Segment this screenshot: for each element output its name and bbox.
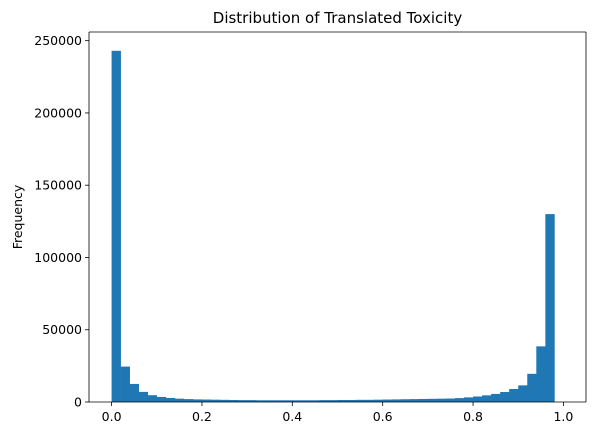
histogram-bar — [436, 398, 447, 402]
histogram-bar — [373, 399, 383, 402]
histogram-bar — [138, 391, 149, 402]
histogram-bar — [201, 399, 212, 402]
histogram-bar — [229, 399, 239, 402]
histogram-bar — [364, 399, 374, 402]
histogram-bar — [292, 400, 302, 402]
histogram-bar — [400, 399, 411, 402]
histogram-bar — [445, 398, 456, 402]
x-axis-ticks: 0.0 0.2 0.4 0.6 0.8 1.0 — [102, 402, 573, 424]
plot-area: 0.0 0.2 0.4 0.6 0.8 1.0 0 50000 100000 150000 200… — [34, 31, 587, 424]
histogram-bar — [391, 399, 402, 402]
y-tick-label: 200000 — [34, 105, 82, 120]
histogram-bars — [111, 50, 555, 403]
histogram-bar — [283, 400, 293, 402]
histogram-bar — [500, 392, 510, 402]
y-tick-label: 100000 — [34, 250, 82, 265]
histogram-bar — [256, 400, 266, 402]
chart-title: Distribution of Translated Toxicity — [213, 9, 463, 27]
histogram-bar — [129, 383, 139, 402]
histogram-bar — [247, 400, 257, 402]
x-tick-label: 0.0 — [102, 409, 122, 424]
histogram-bar — [382, 399, 393, 402]
y-tick-label: 150000 — [34, 178, 82, 193]
histogram-bar — [174, 398, 185, 402]
y-tick-label: 0 — [74, 395, 82, 410]
histogram-bar — [473, 396, 483, 402]
histogram-bar — [220, 399, 230, 402]
x-tick-label: 0.8 — [463, 409, 483, 424]
histogram-bar — [147, 395, 158, 402]
histogram-bar — [265, 400, 275, 402]
histogram-bar — [355, 399, 365, 402]
x-tick-label: 0.6 — [373, 409, 393, 424]
histogram-bar — [491, 393, 501, 402]
histogram-bar — [518, 385, 528, 402]
histogram-bar — [427, 398, 438, 402]
y-tick-label: 50000 — [42, 322, 82, 337]
histogram-bar — [165, 397, 176, 402]
histogram-bar — [482, 395, 492, 402]
y-axis-ticks: 0 50000 100000 150000 200000 250000 — [34, 33, 89, 410]
histogram-bar — [418, 398, 429, 402]
histogram-bar — [310, 400, 320, 402]
histogram-bar — [409, 399, 420, 402]
histogram-bar — [464, 397, 474, 403]
histogram-bar — [545, 214, 555, 402]
histogram-bar — [319, 400, 329, 402]
axes-spines — [88, 31, 587, 403]
histogram-bar — [536, 346, 546, 402]
histogram-bar — [111, 50, 121, 402]
histogram-bar — [301, 400, 311, 402]
plot-frame — [89, 32, 586, 402]
histogram-bar — [238, 400, 248, 402]
histogram-bar — [527, 373, 537, 402]
histogram-bar — [337, 399, 347, 402]
x-tick-label: 1.0 — [553, 409, 573, 424]
histogram-bar — [183, 399, 194, 402]
histogram-bar — [328, 400, 338, 402]
histogram-bar — [120, 366, 130, 402]
histogram-bar — [156, 396, 167, 402]
y-axis-label: Frequency — [10, 184, 25, 249]
histogram-bar — [274, 400, 284, 402]
histogram-bar — [509, 388, 519, 402]
histogram-bar — [210, 399, 221, 402]
y-tick-label: 250000 — [34, 33, 82, 48]
histogram-bar — [454, 398, 465, 402]
x-tick-label: 0.4 — [282, 409, 302, 424]
x-tick-label: 0.2 — [192, 409, 212, 424]
histogram-bar — [192, 399, 203, 402]
histogram-bar — [346, 399, 356, 402]
